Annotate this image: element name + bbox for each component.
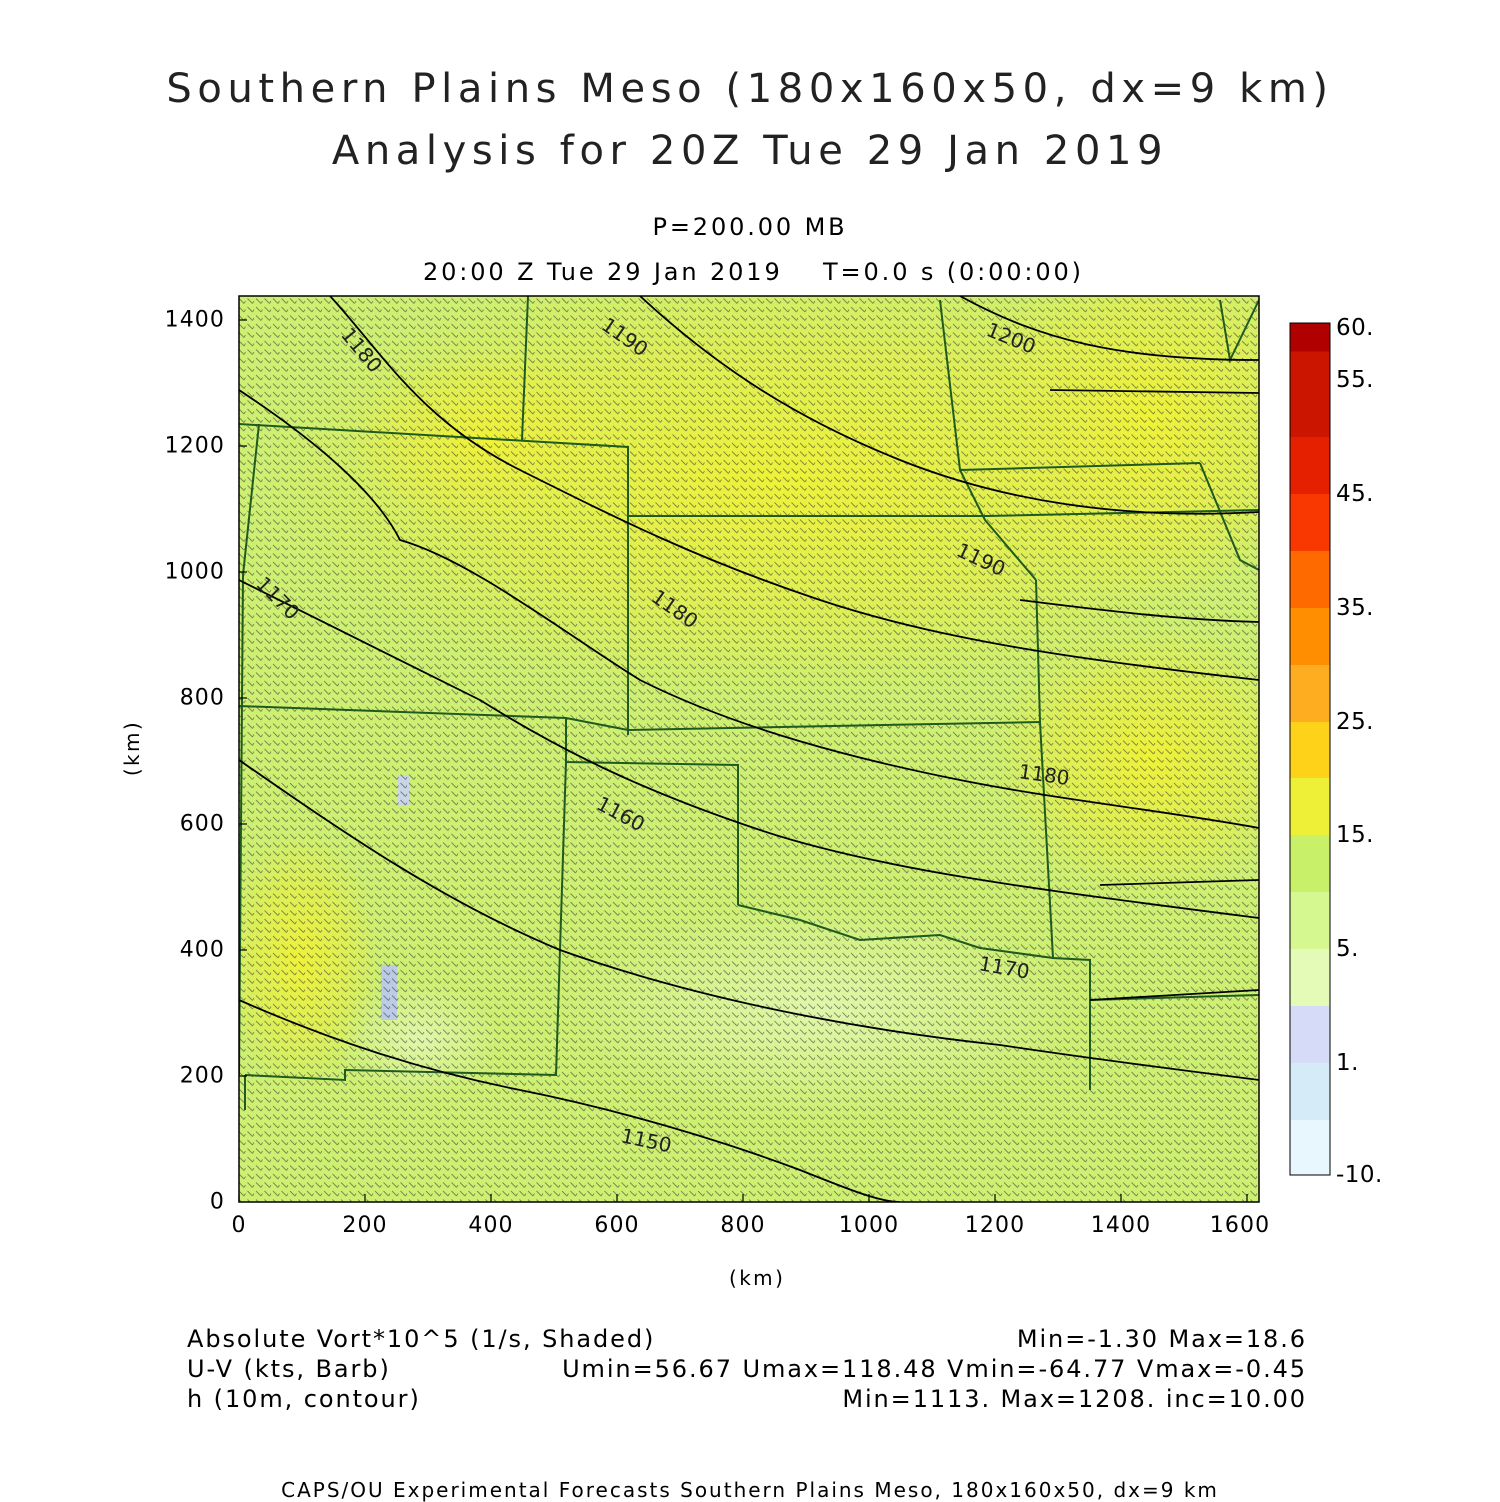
x-axis-label: (km) — [729, 1266, 786, 1290]
colorbar-bin — [1290, 351, 1330, 380]
colorbar-bin — [1290, 722, 1330, 778]
y-tick-label: 1400 — [164, 307, 225, 333]
colorbar-bin — [1290, 1006, 1330, 1063]
legend-wind: U-V (kts, Barb) — [187, 1355, 391, 1383]
pressure-level: P=200.00 MB — [652, 213, 848, 241]
colorbar-label: 55. — [1336, 367, 1374, 393]
legend-vorticity-range: Min=-1.30 Max=18.6 — [1016, 1325, 1307, 1353]
height-contours — [239, 296, 1259, 1202]
y-tick-label: 800 — [179, 685, 225, 711]
legend-vorticity: Absolute Vort*10^5 (1/s, Shaded) — [187, 1325, 656, 1353]
y-axis-label: (km) — [120, 719, 144, 777]
colorbar-bin — [1290, 1120, 1330, 1175]
y-tick-label: 400 — [179, 937, 225, 963]
plot-title-line2: Analysis for 20Z Tue 29 Jan 2019 — [331, 128, 1169, 174]
colorbar-label: 15. — [1336, 822, 1374, 848]
forecast-time: T=0.0 s (0:00:00) — [823, 258, 1084, 286]
colorbar-bin — [1290, 778, 1330, 835]
colorbar-bin — [1290, 949, 1330, 1006]
x-tick-label: 1400 — [1090, 1213, 1152, 1238]
colorbar-bin — [1290, 551, 1330, 608]
colorbar-bin — [1290, 665, 1330, 722]
colorbar-label: 45. — [1336, 481, 1374, 507]
x-tick-label: 600 — [594, 1213, 640, 1238]
legend-height-range: Min=1113. Max=1208. inc=10.00 — [842, 1385, 1307, 1413]
colorbar-bin — [1290, 494, 1330, 551]
colorbar-bin — [1290, 323, 1330, 352]
y-tick-label: 0 — [209, 1189, 225, 1215]
y-tick-label: 1000 — [164, 559, 225, 585]
y-tick-label: 1200 — [164, 433, 225, 459]
y-tick-label: 600 — [179, 811, 225, 837]
x-tick-label: 0 — [231, 1213, 247, 1238]
colorbar-bin — [1290, 1063, 1330, 1120]
y-tick-label: 200 — [179, 1063, 225, 1089]
colorbar-label: 1. — [1336, 1050, 1359, 1076]
colorbar-bin — [1290, 835, 1330, 892]
x-tick-label: 1000 — [838, 1213, 900, 1238]
plot-title-line1: Southern Plains Meso (180x160x50, dx=9 k… — [166, 66, 1334, 112]
colorbar-bin — [1290, 380, 1330, 437]
colorbar-bin — [1290, 608, 1330, 665]
x-tick-label: 1600 — [1209, 1213, 1271, 1238]
footer-credit: CAPS/OU Experimental Forecasts Southern … — [281, 1478, 1219, 1502]
colorbar-label: 5. — [1336, 936, 1359, 962]
legend-height: h (10m, contour) — [187, 1385, 421, 1413]
x-tick-label: 200 — [342, 1213, 388, 1238]
axis-ticks — [238, 319, 1248, 1202]
colorbar-bin — [1290, 892, 1330, 949]
vorticity-shading — [239, 296, 1259, 1202]
valid-time: 20:00 Z Tue 29 Jan 2019 — [423, 258, 783, 286]
x-tick-label: 1200 — [964, 1213, 1026, 1238]
colorbar-bin — [1290, 437, 1330, 494]
plot-frame — [238, 295, 1260, 1203]
colorbar — [1289, 322, 1331, 1176]
colorbar-label: 25. — [1336, 709, 1374, 735]
x-tick-label: 800 — [720, 1213, 766, 1238]
colorbar-label: 60. — [1336, 315, 1374, 341]
state-boundaries — [239, 296, 1259, 1110]
x-tick-label: 400 — [468, 1213, 514, 1238]
colorbar-label: 35. — [1336, 595, 1374, 621]
legend-wind-range: Umin=56.67 Umax=118.48 Vmin=-64.77 Vmax=… — [562, 1355, 1307, 1383]
colorbar-label: -10. — [1336, 1162, 1383, 1188]
